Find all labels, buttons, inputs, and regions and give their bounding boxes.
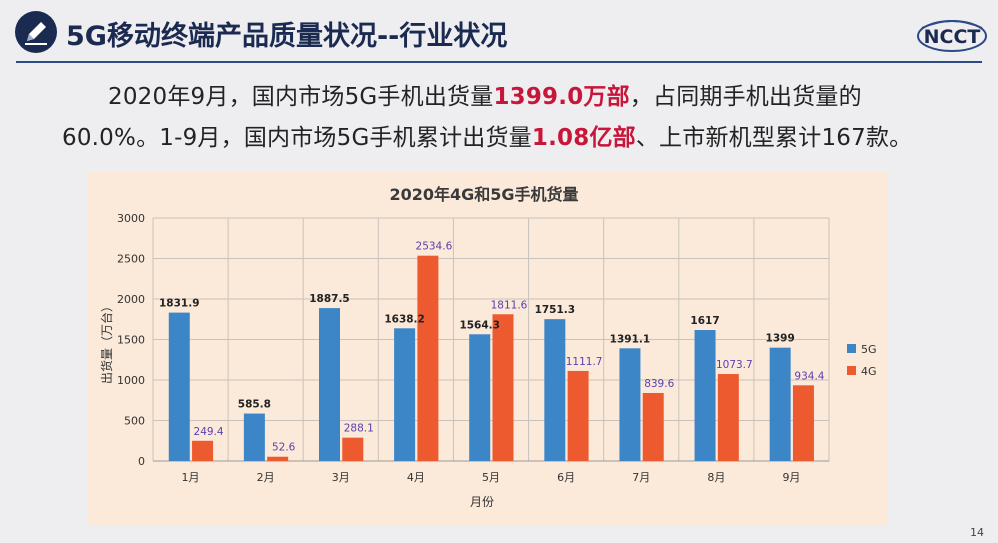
pencil-icon: [15, 11, 57, 53]
bar-4g: [192, 440, 214, 461]
bar-4g: [267, 456, 289, 461]
data-label-4g: 52.6: [272, 442, 296, 454]
bar-5g: [694, 330, 716, 461]
legend-label-4g: 4G: [861, 365, 877, 378]
chart-title: 2020年4G和5G手机货量: [389, 185, 578, 204]
x-tick-label: 7月: [632, 471, 650, 484]
bar-4g: [792, 385, 814, 461]
x-tick-label: 4月: [407, 471, 425, 484]
data-label-5g: 1399: [766, 333, 795, 345]
data-label-4g: 2534.6: [416, 241, 453, 253]
logo-text: NCCT: [924, 26, 981, 48]
shipment-bar-chart: 2020年4G和5G手机货量 050010001500200025003000 …: [99, 185, 877, 509]
chart-panel: 2020年4G和5G手机货量 0 500 1000 1500 2000 2500 3000 …: [87, 172, 887, 526]
data-label-4g: 934.4: [794, 370, 824, 382]
summary-line-2-pre: 60.0%。1-9月，国内市场5G手机累计出货量: [62, 125, 532, 151]
bar-4g: [567, 370, 589, 461]
slide-header: 5G移动终端产品质量状况--行业状况 NCCT: [0, 0, 998, 63]
page-number: 14: [970, 526, 984, 539]
y-axis-title: 出货量（万台）: [99, 300, 114, 384]
y-tick-label: 2500: [117, 253, 145, 266]
bar-4g: [717, 374, 739, 461]
bar-5g: [168, 312, 190, 461]
summary-line-2: 60.0%。1-9月，国内市场5G手机累计出货量1.08亿部、上市新机型累计16…: [62, 118, 912, 152]
data-label-5g: 1391.1: [610, 333, 651, 345]
y-tick-label: 3000: [117, 212, 145, 225]
summary-line-1-post: ，占同期手机出货量的: [629, 84, 862, 110]
bar-4g: [642, 392, 664, 461]
data-label-4g: 288.1: [344, 423, 374, 435]
data-label-4g: 249.4: [194, 426, 224, 438]
x-tick-label: 5月: [482, 471, 500, 484]
data-label-5g: 1751.3: [535, 304, 576, 316]
title-divider: [16, 61, 982, 63]
data-label-4g: 1811.6: [491, 299, 528, 311]
summary-line-2-highlight: 1.08亿部: [531, 125, 636, 151]
data-label-5g: 1887.5: [309, 293, 350, 305]
legend-label-5g: 5G: [861, 343, 877, 356]
x-axis-title: 月份: [470, 495, 494, 509]
y-tick-label: 0: [138, 455, 145, 468]
ncct-logo: NCCT: [917, 20, 987, 52]
x-tick-label: 3月: [332, 471, 350, 484]
summary-line-1: 2020年9月，国内市场5G手机出货量1399.0万部，占同期手机出货量的: [108, 77, 862, 111]
bar-5g: [619, 348, 641, 461]
data-label-5g: 1617: [690, 315, 719, 327]
x-tick-label: 9月: [782, 471, 800, 484]
data-label-5g: 1564.3: [459, 319, 500, 331]
summary-line-2-post: 、上市新机型累计167款。: [635, 125, 913, 151]
data-label-5g: 1638.2: [384, 313, 425, 325]
slide-title: 5G移动终端产品质量状况--行业状况: [66, 21, 508, 52]
bar-5g: [469, 334, 491, 461]
bar-4g: [417, 255, 439, 461]
data-label-5g: 1831.9: [159, 298, 200, 310]
bar-5g: [769, 347, 791, 461]
bar-5g: [394, 328, 416, 461]
y-tick-label: 500: [124, 415, 145, 428]
y-tick-label: 2000: [117, 293, 145, 306]
bar-5g: [318, 308, 340, 461]
bar-5g: [544, 319, 566, 461]
summary-line-1-pre: 2020年9月，国内市场5G手机出货量: [108, 84, 494, 110]
x-tick-label: 2月: [257, 471, 275, 484]
x-tick-label: 1月: [182, 471, 200, 484]
summary-line-1-highlight: 1399.0万部: [493, 84, 630, 110]
bar-5g: [243, 413, 265, 461]
legend-swatch-5g: [847, 344, 856, 353]
data-label-4g: 1111.7: [566, 356, 603, 368]
bar-4g: [492, 314, 514, 461]
data-label-4g: 839.6: [644, 378, 674, 390]
y-tick-label: 1500: [117, 334, 145, 347]
bar-4g: [342, 437, 364, 461]
y-tick-label: 1000: [117, 374, 145, 387]
x-tick-label: 6月: [557, 471, 575, 484]
data-label-5g: 585.8: [238, 399, 271, 411]
x-tick-label: 8月: [707, 471, 725, 484]
data-label-4g: 1073.7: [716, 359, 753, 371]
legend-swatch-4g: [847, 366, 856, 375]
